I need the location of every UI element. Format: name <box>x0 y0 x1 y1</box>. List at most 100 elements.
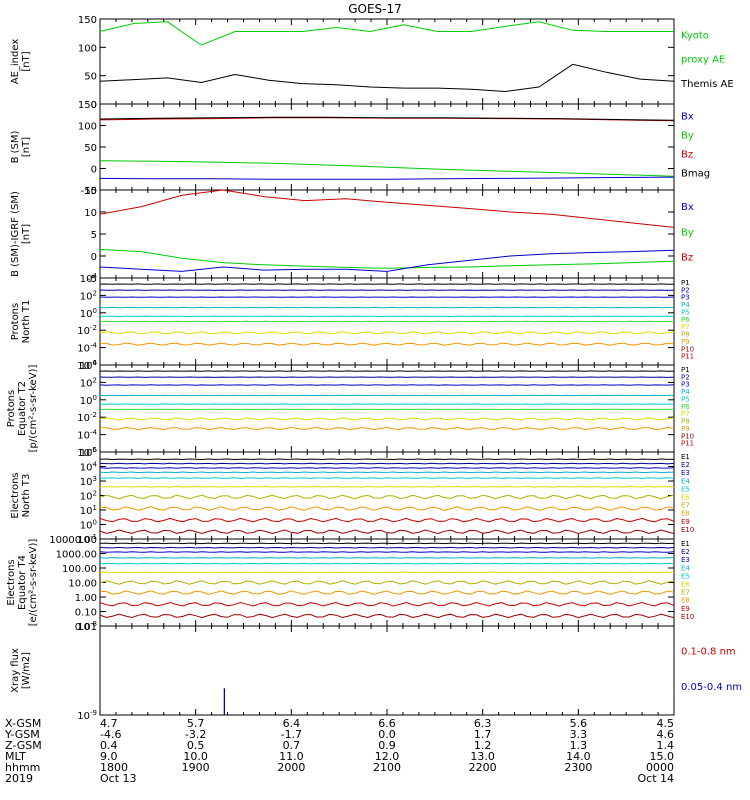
y-axis-label: Equator T2 <box>17 381 28 436</box>
legend-e2: E2 <box>681 461 690 469</box>
legend-p9: P9 <box>681 338 690 346</box>
legend-proxy-ae: proxy AE <box>681 55 725 66</box>
legend-p3: P3 <box>681 381 690 389</box>
y-tick-label: 102 <box>80 376 97 389</box>
legend-p7: P7 <box>681 410 690 418</box>
y-axis-label: B (SM) <box>10 130 21 163</box>
footer-value: 2100 <box>373 761 401 774</box>
y-tick-label: 10-6 <box>77 446 97 459</box>
footer-value: 0.9 <box>378 739 396 752</box>
y-axis-label: Protons <box>10 303 21 340</box>
y-axis-label: [nT] <box>21 224 32 244</box>
series-line <box>99 249 675 272</box>
legend-e2: E2 <box>681 548 690 556</box>
y-tick-label: 10-4 <box>77 429 97 442</box>
legend-bz: Bz <box>681 252 693 263</box>
y-tick-label: 5 <box>91 230 97 241</box>
y-tick-label: 1000.00 <box>56 550 97 561</box>
legend-bx: Bx <box>681 202 694 213</box>
series-line <box>100 506 675 511</box>
series-line <box>99 601 675 607</box>
legend-0-05-0-4-nm: 0.05-0.4 nm <box>681 682 742 693</box>
legend-e8: E8 <box>681 510 690 518</box>
y-tick-label: 0.01 <box>75 622 97 633</box>
footer-value: 13.0 <box>470 750 495 763</box>
footer-row-label: X-GSM <box>5 717 41 730</box>
footer-value: 2200 <box>469 761 497 774</box>
plot-title: GOES-17 <box>348 2 402 16</box>
footer-value: 12.0 <box>375 750 400 763</box>
legend-p5: P5 <box>681 308 690 316</box>
y-tick-label: 10-9 <box>77 709 97 722</box>
series-line <box>99 485 675 488</box>
y-axis-label: AE_index <box>10 39 21 85</box>
y-tick-label: 10-2 <box>77 411 97 424</box>
footer-ephemeris: X-GSMY-GSMZ-GSMMLThhmm20194.7-4.60.49.01… <box>4 717 674 785</box>
y-tick-label: 50 <box>84 143 97 154</box>
footer-value: 9.0 <box>100 750 118 763</box>
legend-p2: P2 <box>681 286 690 294</box>
y-axis-label: [nT] <box>21 137 32 157</box>
series-line <box>99 494 675 500</box>
series-line <box>99 562 675 565</box>
panel-frame <box>99 103 675 191</box>
series-line <box>99 248 675 269</box>
footer-value: 0.0 <box>378 728 396 741</box>
series-line <box>99 551 675 553</box>
footer-row-label: MLT <box>5 750 26 763</box>
y-tick-label: 10000.00 <box>49 535 97 546</box>
legend-e7: E7 <box>681 502 690 510</box>
series-line <box>99 160 675 177</box>
y-axis-label: North T3 <box>21 474 32 518</box>
legend-e9: E9 <box>681 605 690 613</box>
y-tick-label: 100 <box>80 394 97 407</box>
footer-value: -4.6 <box>100 728 121 741</box>
legend-kyoto: Kyoto <box>681 30 709 41</box>
y-tick-label: 150 <box>78 100 97 111</box>
series-line <box>99 176 675 180</box>
y-tick-label: 10-2 <box>77 324 97 337</box>
y-tick-label: 100 <box>80 519 97 532</box>
legend-e1: E1 <box>681 540 690 548</box>
panel-Xray: 10-8 10-9 Xray flux [W/m2] 0.1-0.8 nm 0.05-0.… <box>10 620 742 722</box>
footer-row-label: Y-GSM <box>4 728 40 741</box>
panel-ProtonsT2: 104 102 100 10-2 10-4 10-6 Protons Equator T2 [p… <box>6 359 694 459</box>
series-line <box>99 21 674 46</box>
legend-e1: E1 <box>681 453 690 461</box>
footer-value: 4.7 <box>100 717 118 730</box>
legend-e5: E5 <box>681 485 690 493</box>
y-tick-label: -5 <box>87 274 97 285</box>
y-tick-label: 10-1 <box>77 533 97 546</box>
series-line <box>99 529 675 535</box>
legend-e6: E6 <box>681 494 690 502</box>
footer-value: 2300 <box>564 761 592 774</box>
legend-e10: E10 <box>681 526 694 534</box>
footer-value: 1800 <box>100 761 128 774</box>
footer-value: 6.4 <box>283 717 301 730</box>
series-line <box>99 557 674 559</box>
y-tick-label: 100 <box>78 122 97 133</box>
y-tick-label: 102 <box>80 289 97 302</box>
footer-value: 1900 <box>182 761 210 774</box>
series-line <box>99 417 675 421</box>
y-tick-label: 0 <box>91 165 97 176</box>
panel-frame <box>99 18 675 105</box>
legend-e3: E3 <box>681 556 690 564</box>
series-line <box>99 546 675 549</box>
y-axis-label: Electrons <box>6 559 17 605</box>
legend-bmag: Bmag <box>681 169 710 180</box>
legend-p4: P4 <box>681 301 690 309</box>
legend-e5: E5 <box>681 572 690 580</box>
legend-0-1-0-8-nm: 0.1-0.8 nm <box>681 646 736 657</box>
y-tick-label: 0 <box>91 100 97 111</box>
panel-frame <box>99 189 675 279</box>
series-line <box>99 63 675 93</box>
series-line <box>99 542 675 545</box>
legend-by: By <box>681 130 694 141</box>
footer-value: 5.6 <box>570 717 588 730</box>
footer-value: 4.5 <box>657 717 675 730</box>
y-axis-label: Protons <box>6 390 17 427</box>
